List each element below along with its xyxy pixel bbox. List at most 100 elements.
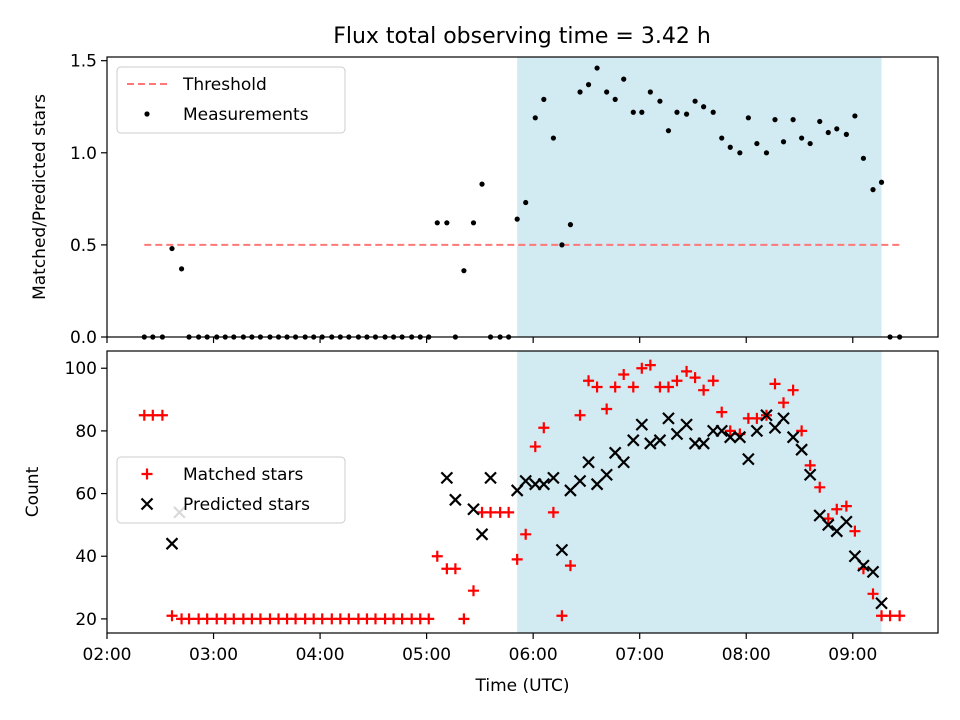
matched-point <box>849 525 861 537</box>
plot-area-top <box>141 57 903 340</box>
measurement-point <box>630 109 636 115</box>
predicted-point <box>600 468 613 482</box>
measurement-point <box>621 76 627 82</box>
observing-span-top <box>517 57 882 337</box>
predicted-point <box>840 515 853 529</box>
y-tick-label-bottom: 40 <box>75 547 97 567</box>
matched-point <box>814 481 826 493</box>
predicted-point <box>803 468 817 482</box>
measurement-point <box>692 98 698 104</box>
matched-point <box>166 610 178 622</box>
measurement-point <box>639 109 645 115</box>
y-tick-label-top: 0.0 <box>70 328 97 348</box>
matched-point <box>564 560 576 572</box>
predicted-point <box>715 424 729 438</box>
measurement-point <box>799 135 805 141</box>
measurement-point <box>674 109 680 115</box>
matched-point <box>228 613 240 625</box>
measurement-point <box>470 220 477 226</box>
legend-bottom: Matched stars Predicted stars <box>116 456 346 524</box>
matched-point <box>201 613 213 625</box>
measurement-point <box>514 216 520 222</box>
y-tick-label-top: 1.5 <box>70 52 97 72</box>
measurement-point <box>523 199 529 206</box>
predicted-point <box>653 434 667 447</box>
predicted-point <box>617 455 630 469</box>
predicted-point <box>449 493 462 507</box>
measurement-point <box>585 82 592 88</box>
measurement-point <box>710 109 716 115</box>
measurement-point <box>683 111 690 117</box>
matched-point <box>511 553 523 565</box>
matched-point <box>751 412 763 424</box>
matched-point <box>644 359 656 371</box>
matched-point <box>769 378 781 390</box>
predicted-point <box>627 434 640 447</box>
predicted-point <box>821 518 835 532</box>
measurement-point <box>860 155 867 161</box>
measurement-point <box>701 104 707 110</box>
matched-point <box>147 409 159 421</box>
matched-point <box>529 441 541 453</box>
matched-point <box>636 362 648 374</box>
matched-point <box>840 500 852 512</box>
measurement-point <box>754 140 760 147</box>
predicted-point <box>484 471 497 485</box>
measurement-point <box>719 135 725 141</box>
matched-point <box>449 563 461 575</box>
measurement-point <box>479 181 485 187</box>
matched-point <box>796 425 808 437</box>
measurement-point <box>594 65 600 71</box>
matched-point <box>503 506 515 518</box>
measurement-point <box>665 128 672 134</box>
matched-point <box>822 513 834 525</box>
matched-point <box>520 528 532 540</box>
measurement-point <box>550 135 556 141</box>
predicted-point <box>590 477 604 491</box>
matched-point <box>618 369 630 380</box>
measurement-point <box>843 131 849 137</box>
predicted-point <box>786 430 800 444</box>
matched-point <box>467 585 479 597</box>
matched-point <box>343 613 355 625</box>
predicted-point <box>830 524 844 538</box>
matched-point <box>716 406 728 418</box>
predicted-point <box>440 471 454 485</box>
y-tick-label-bottom: 80 <box>75 422 97 442</box>
matched-point <box>156 409 168 421</box>
matched-point <box>884 610 896 622</box>
matched-point <box>316 613 328 625</box>
chart-title: Flux total observing time = 3.42 h <box>333 24 711 49</box>
predicted-point <box>644 437 657 450</box>
y-tick-label-top: 0.5 <box>70 236 97 256</box>
y-axis-label-bottom: Count <box>23 466 43 517</box>
measurement-point <box>612 96 618 102</box>
predicted-point <box>467 502 480 516</box>
measurement-point <box>178 266 185 272</box>
panel-bottom: 20 40 60 80 100 02:00 03:00 04:00 05:00 06:00 07:0… <box>23 350 939 696</box>
measurement-point <box>577 89 583 95</box>
y-axis-label-top: Matched/Predicted stars <box>30 94 50 300</box>
measurement-point <box>532 115 538 121</box>
matched-point <box>894 610 906 622</box>
x-tick-label: 02:00 <box>83 645 132 665</box>
matched-point <box>431 550 443 562</box>
measurement-point <box>852 113 858 119</box>
measurement-point <box>541 96 547 102</box>
predicted-point <box>742 452 755 466</box>
matched-point <box>290 613 302 625</box>
measurement-point <box>567 222 574 228</box>
matched-point <box>778 397 790 409</box>
measurement-point <box>657 98 663 104</box>
legend-swatch-measurement <box>144 111 150 117</box>
matched-point <box>485 506 497 518</box>
matched-point <box>538 422 550 434</box>
matched-point <box>396 613 408 625</box>
predicted-point <box>875 596 888 610</box>
legend-label: Matched stars <box>183 465 303 485</box>
matched-point <box>671 375 683 387</box>
predicted-point <box>582 455 595 469</box>
measurement-point <box>825 129 831 136</box>
legend-label: Predicted stars <box>183 495 310 515</box>
x-tick-label: 07:00 <box>615 645 664 665</box>
